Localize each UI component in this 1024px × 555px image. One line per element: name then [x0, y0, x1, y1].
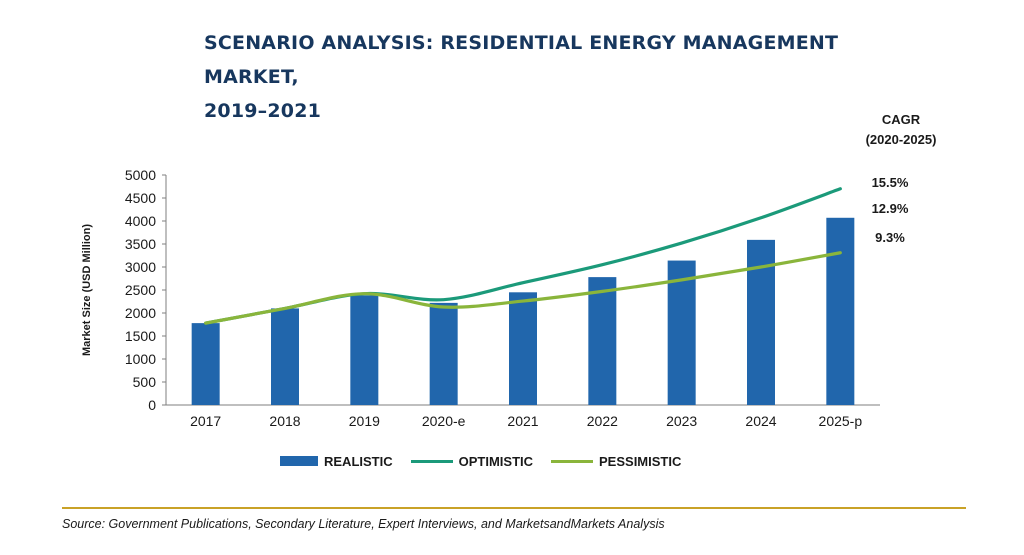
chart-legend: REALISTIC OPTIMISTIC PESSIMISTIC	[280, 451, 699, 471]
footer-divider	[62, 507, 966, 509]
bar-realistic	[667, 260, 696, 405]
legend-swatch-optimistic	[410, 459, 453, 463]
y-tick-label: 1500	[125, 328, 156, 344]
cagr-header-label: CAGR	[881, 112, 921, 127]
bar-realistic	[271, 308, 299, 405]
y-axis-title: Market Size (USD Million)	[81, 224, 93, 356]
y-tick-label: 3000	[125, 259, 156, 275]
x-tick-label: 2021	[507, 413, 538, 429]
legend-item-realistic: REALISTIC	[280, 454, 393, 469]
x-tick-label: 2018	[269, 413, 300, 429]
chart-title-line1: SCENARIO ANALYSIS: RESIDENTIAL ENERGY MA…	[204, 32, 839, 88]
cagr-pessimistic: 9.3%	[875, 230, 905, 245]
x-tick-label: 2017	[190, 413, 221, 429]
x-tick-label: 2023	[666, 413, 697, 429]
bar-realistic	[191, 323, 220, 405]
y-tick-label: 2500	[125, 282, 156, 298]
legend-swatch-pessimistic	[551, 459, 594, 463]
legend-label-realistic: REALISTIC	[324, 453, 393, 469]
legend-item-pessimistic: PESSIMISTIC	[551, 454, 681, 469]
source-note: Source: Government Publications, Seconda…	[62, 517, 665, 531]
y-tick-label: 3500	[125, 236, 156, 252]
cagr-header: CAGR (2020-2025)	[846, 110, 956, 150]
x-tick-label: 2020-e	[422, 413, 466, 429]
x-tick-label: 2019	[349, 413, 380, 429]
cagr-realistic: 12.9%	[872, 201, 909, 216]
y-tick-label: 5000	[125, 167, 156, 183]
bar-realistic	[509, 292, 537, 405]
x-tick-label: 2024	[745, 413, 776, 429]
chart-plot: 0 500 1000 1500 2000 2500 3000 3500 4000 4500 5000…	[81, 167, 909, 429]
y-tick-label: 4500	[125, 190, 156, 206]
line-pessimistic	[204, 251, 842, 325]
legend-item-optimistic: OPTIMISTIC	[410, 453, 534, 469]
x-tick-label: 2022	[587, 413, 618, 429]
y-tick-label: 0	[148, 397, 156, 413]
y-tick-label: 4000	[125, 213, 156, 229]
legend-label-pessimistic: PESSIMISTIC	[599, 453, 682, 469]
y-tick-label: 1000	[125, 351, 156, 367]
chart-title: SCENARIO ANALYSIS: RESIDENTIAL ENERGY MA…	[204, 26, 904, 128]
cagr-header-period: (2020-2025)	[865, 132, 937, 147]
bar-realistic	[588, 277, 617, 405]
bar-realistic	[350, 295, 379, 405]
bar-realistic	[826, 217, 855, 405]
chart-title-line2: 2019–2021	[204, 100, 322, 122]
legend-label-optimistic: OPTIMISTIC	[458, 453, 534, 469]
y-tick-label: 2000	[125, 305, 156, 321]
legend-swatch-realistic	[280, 456, 318, 466]
cagr-optimistic: 15.5%	[872, 175, 909, 190]
x-tick-label: 2025-p	[819, 413, 863, 429]
bar-realistic	[429, 302, 458, 405]
y-tick-label: 500	[133, 374, 157, 390]
